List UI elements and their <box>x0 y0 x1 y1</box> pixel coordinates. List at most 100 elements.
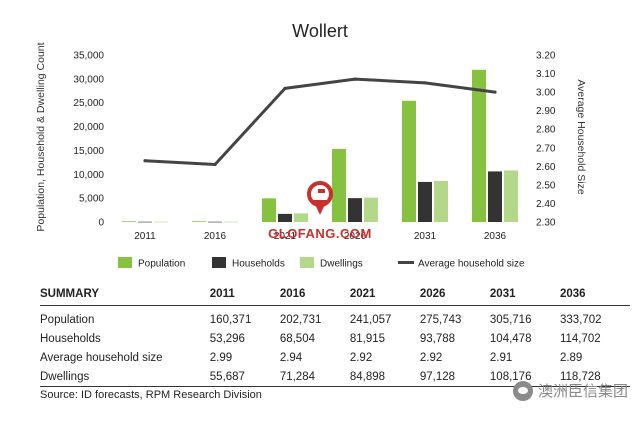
bar-households <box>138 221 152 223</box>
bar-population <box>472 69 486 222</box>
table-row: Average household size 2.99 2.94 2.92 2.… <box>40 348 630 367</box>
y-tick-label-right: 3.10 <box>536 69 556 80</box>
bar-households <box>418 181 432 222</box>
line-point <box>423 81 427 85</box>
x-tick-label: 2021 <box>274 231 297 242</box>
y-tick-label-right: 2.30 <box>536 218 556 229</box>
line-point <box>283 86 287 90</box>
y-tick-label-left: 20,000 <box>73 122 104 133</box>
legend-label: Population <box>138 259 185 270</box>
line-point <box>493 90 497 94</box>
y-tick-label-right: 3.20 <box>536 51 556 62</box>
summary-header-row: SUMMARY 2011 2016 2021 2026 2031 2036 <box>40 283 630 306</box>
y-tick-label-right: 3.00 <box>536 88 556 99</box>
summary-header-year: 2021 <box>349 283 420 306</box>
bar-households <box>208 221 222 223</box>
bar-dwellings <box>434 180 448 222</box>
table-row: Households 53,296 68,504 81,915 93,788 1… <box>40 329 630 348</box>
y-tick-label-right: 2.60 <box>536 162 556 173</box>
table-cell: 93,788 <box>419 332 456 345</box>
y-axis-label-left: Population, Household & Dwelling Count <box>35 42 47 231</box>
y-tick-label-left: 15,000 <box>73 146 104 157</box>
x-tick-label: 2016 <box>204 231 227 242</box>
y-tick-label-left: 25,000 <box>73 98 104 109</box>
bar-population <box>262 198 276 222</box>
bar-dwellings <box>294 213 308 222</box>
series-line-average-household-size <box>144 77 496 166</box>
bar-households <box>348 198 362 222</box>
line-point <box>353 77 357 81</box>
summary-header-year: 2031 <box>489 283 560 306</box>
table-cell: 2.91 <box>489 351 513 364</box>
summary-header-year: 2026 <box>419 283 490 306</box>
y-tick-label-left: 0 <box>98 218 104 229</box>
y-tick-label-left: 5,000 <box>79 194 104 205</box>
bar-dwellings <box>364 197 378 222</box>
watermark-logo-icon <box>307 181 333 215</box>
chart-title: Wollert <box>292 21 348 41</box>
brand-text: 澳洲臣信集团 <box>537 383 628 400</box>
table-cell: 2.89 <box>559 351 583 364</box>
table-cell: 71,284 <box>279 367 350 387</box>
x-tick-label: 2026 <box>344 231 367 242</box>
table-cell: 241,057 <box>349 313 392 326</box>
y-tick-label-right: 2.90 <box>536 106 556 117</box>
wechat-icon <box>512 380 533 401</box>
legend-swatch-dwellings <box>300 257 314 268</box>
table-cell: 275,743 <box>419 313 462 326</box>
bar-population <box>402 100 416 222</box>
legend-label: Average household size <box>418 259 525 270</box>
legend-swatch-households <box>212 257 226 268</box>
legend-label: Households <box>232 259 285 270</box>
bar-dwellings <box>224 221 238 223</box>
y-axis-label-right: Average Household Size <box>575 79 587 195</box>
x-tick-label: 2031 <box>414 231 437 242</box>
summary-header-year: 2011 <box>209 283 280 306</box>
table-cell: 81,915 <box>349 332 386 345</box>
y-tick-label-left: 35,000 <box>73 51 104 62</box>
table-cell: 55,687 <box>209 367 280 387</box>
row-label: Dwellings <box>40 367 210 387</box>
y-tick-label-left: 30,000 <box>73 74 104 85</box>
bar-population <box>192 221 206 222</box>
table-cell: 53,296 <box>209 332 245 345</box>
brand-mark: 澳洲臣信集团 <box>512 380 628 401</box>
y-tick-label-right: 2.70 <box>536 143 556 154</box>
table-cell: 2.92 <box>349 351 373 364</box>
table-cell: 202,731 <box>279 313 322 326</box>
table-cell: 305,716 <box>489 313 532 326</box>
bar-households <box>488 171 502 222</box>
x-tick-label: 2011 <box>134 231 156 242</box>
table-cell: 97,128 <box>419 367 490 387</box>
y-tick-label-right: 2.50 <box>536 180 556 191</box>
source-note: Source: ID forecasts, RPM Research Divis… <box>40 389 262 401</box>
bar-households <box>278 213 292 222</box>
bar-dwellings <box>154 221 168 223</box>
legend: Population Households Dwellings Average hou… <box>118 257 525 270</box>
table-cell: 68,504 <box>279 332 315 345</box>
bar-dwellings <box>504 170 518 222</box>
summary-header-year: 2016 <box>279 283 350 306</box>
bar-population <box>332 148 346 222</box>
plot-area: 0 5,000 10,000 15,000 20,000 25,000 30,000 35,0… <box>73 51 555 243</box>
table-cell: 114,702 <box>559 332 601 345</box>
chart: Wollert 0 5,000 10,000 15,000 20,000 25,000 30… <box>35 21 587 270</box>
table-cell: 84,898 <box>349 367 420 387</box>
bar-population <box>122 221 136 222</box>
x-tick-label: 2036 <box>484 231 507 242</box>
table-cell: 2.92 <box>419 351 443 364</box>
row-label: Average household size <box>40 351 163 364</box>
table-row: Dwellings 55,687 71,284 84,898 97,128 10… <box>40 367 630 387</box>
legend-label: Dwellings <box>320 259 363 270</box>
summary-header-label: SUMMARY <box>40 283 210 306</box>
watermark: GLOFANG.COM <box>268 181 371 241</box>
table-cell: 2.99 <box>209 351 233 364</box>
line-point <box>143 159 147 163</box>
row-label: Population <box>40 313 95 326</box>
table-cell: 160,371 <box>209 313 252 326</box>
table-cell: 118,728 <box>559 367 630 387</box>
row-label: Households <box>40 332 101 345</box>
summary-header-year: 2036 <box>559 283 630 306</box>
table-cell: 104,478 <box>489 332 532 345</box>
y-tick-label-left: 10,000 <box>73 170 104 181</box>
